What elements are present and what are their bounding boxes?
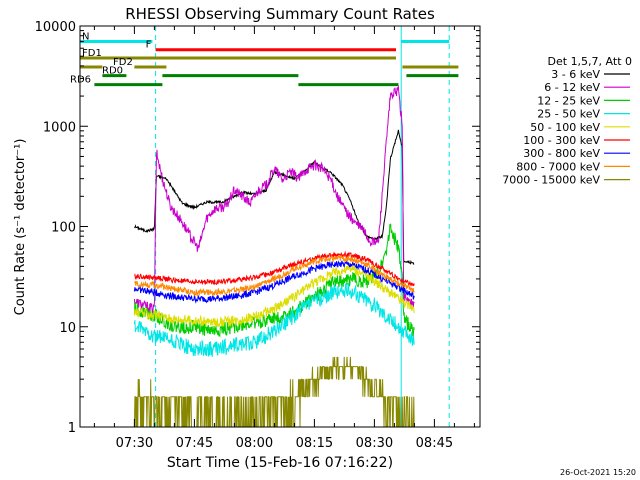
- legend-entry-label: 12 - 25 keV: [537, 94, 600, 107]
- legend-entry-label: 3 - 6 keV: [551, 68, 600, 81]
- legend-title: Det 1,5,7, Att 0: [548, 55, 632, 68]
- legend-entry-label: 800 - 7000 keV: [516, 160, 600, 173]
- series-line: [134, 129, 415, 265]
- flag-label: FD1: [82, 48, 102, 59]
- series-lines: [133, 85, 415, 428]
- x-tick-label: 07:30: [116, 436, 153, 451]
- series-line: [133, 264, 415, 328]
- chart-title: RHESSI Observing Summary Count Rates: [125, 5, 435, 23]
- x-tick-label: 08:15: [296, 436, 333, 451]
- series-line: [133, 260, 415, 304]
- y-tick-label: 10000: [35, 20, 76, 35]
- x-tick-label: 07:45: [176, 436, 213, 451]
- legend-entry-label: 100 - 300 keV: [523, 134, 600, 147]
- series-line: [134, 254, 415, 297]
- legend-entry-label: 25 - 50 keV: [537, 108, 600, 121]
- flag-label: FD2: [113, 57, 133, 68]
- legend-entry-label: 7000 - 15000 keV: [502, 174, 600, 187]
- flag-label: RD0: [102, 66, 123, 77]
- axes: 1 10 100 1000 10000 07:30 07:45 08:00 08:15 08:30…: [35, 20, 481, 451]
- flag-label: N: [82, 32, 89, 43]
- x-tick-label: 08:45: [416, 436, 453, 451]
- legend-entry-label: 50 - 100 keV: [530, 121, 600, 134]
- y-axis-label: Count Rate (s⁻¹ detector⁻¹): [13, 139, 28, 316]
- y-tick-label: 1: [68, 421, 76, 436]
- x-tick-label: 08:00: [236, 436, 273, 451]
- y-tick-label: 100: [51, 221, 76, 236]
- x-tick-label: 08:30: [356, 436, 393, 451]
- series-line: [133, 85, 415, 314]
- series-line: [133, 356, 415, 428]
- flag-label: RD6: [70, 75, 91, 86]
- x-axis-label: Start Time (15-Feb-16 07:16:22): [167, 455, 393, 471]
- timestamp: 26-Oct-2021 15:20: [560, 468, 636, 477]
- series-line: [133, 282, 415, 358]
- y-tick-label: 10: [59, 321, 76, 336]
- legend-entry-label: 6 - 12 keV: [544, 81, 600, 94]
- legend-entry-label: 300 - 800 keV: [523, 147, 600, 160]
- y-tick-label: 1000: [43, 120, 76, 135]
- flag-label: F: [146, 40, 152, 51]
- series-line: [133, 250, 415, 288]
